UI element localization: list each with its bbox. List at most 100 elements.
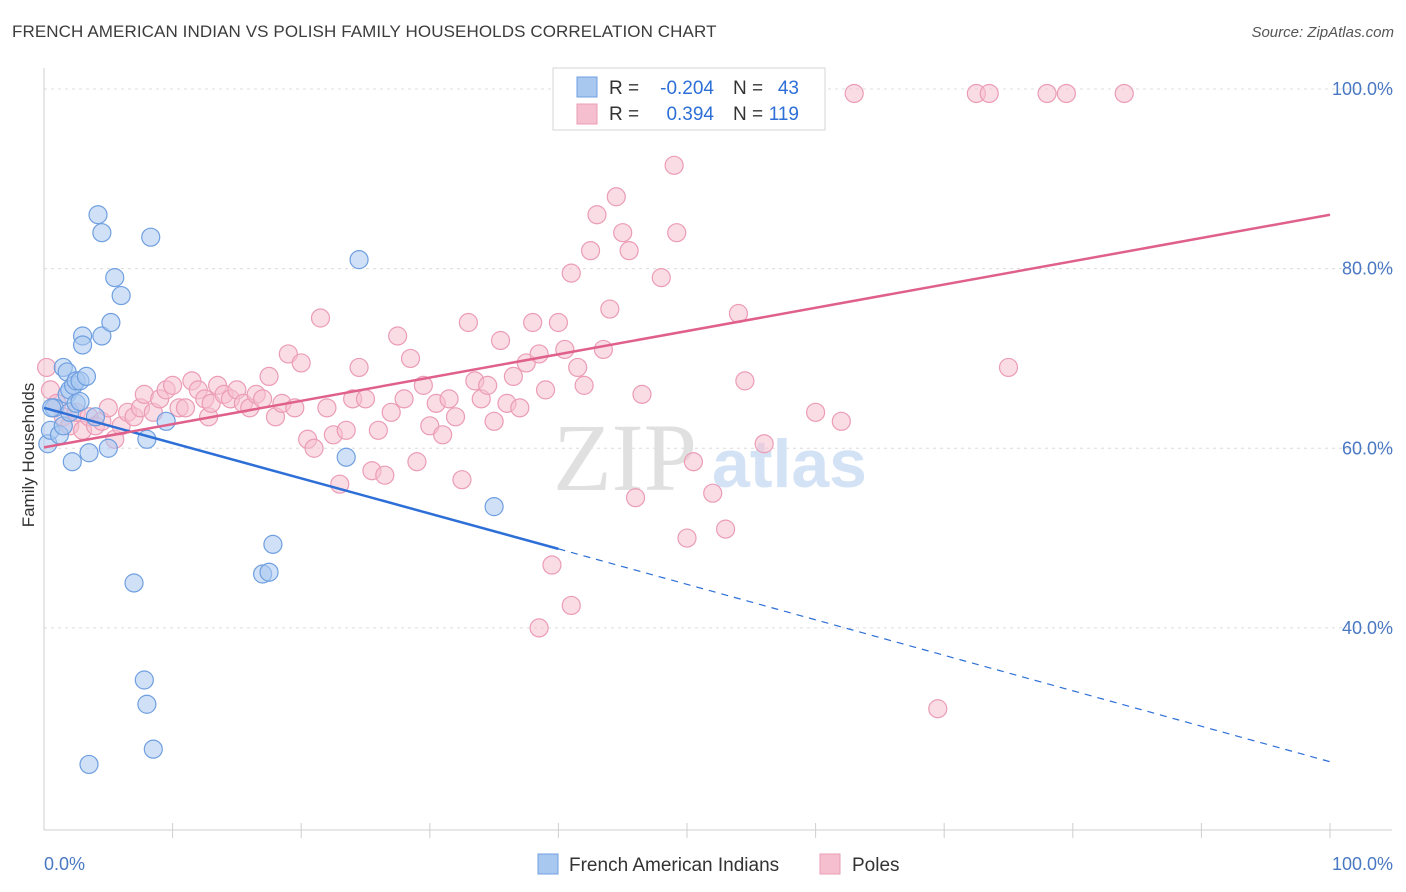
- poles-point-98: [664, 155, 684, 175]
- poles-point-103: [715, 519, 736, 539]
- poles-point-41: [291, 353, 311, 373]
- legend-n-label-2: N =: [733, 104, 763, 125]
- poles-point-79: [535, 380, 556, 400]
- poles-point-59: [407, 452, 427, 472]
- legend-r-label-1: R =: [609, 78, 639, 99]
- french-american-indians-point-34: [143, 739, 163, 759]
- french-american-indians-point-33: [141, 227, 161, 247]
- french-american-indians-point-10: [62, 452, 82, 472]
- french-american-indians-point-39: [336, 447, 356, 467]
- poles-point-109: [844, 83, 864, 104]
- trend-lines: [43, 213, 1331, 763]
- trend-line-french-american-indians-extrapolated: [558, 548, 1331, 763]
- poles-point-72: [490, 330, 511, 351]
- poles-point-70: [478, 375, 498, 395]
- trend-line-poles: [43, 213, 1331, 449]
- french-american-indians-point-24: [92, 326, 112, 346]
- watermark-atlas: atlas: [712, 426, 867, 502]
- poles-point-93: [625, 488, 646, 508]
- poles-point-45: [317, 398, 337, 418]
- poles-point-71: [484, 411, 504, 431]
- y-tick-label-60: 60.0%: [1342, 438, 1393, 458]
- poles-point-87: [587, 205, 607, 225]
- poles-points: [36, 83, 1134, 719]
- poles-point-92: [619, 241, 639, 261]
- french-american-indians-point-23: [92, 223, 112, 243]
- poles-point-53: [368, 420, 388, 440]
- poles-point-22: [175, 398, 196, 418]
- poles-point-58: [400, 348, 421, 369]
- french-american-indians-point-15: [70, 391, 90, 412]
- french-american-indians-point-28: [111, 285, 131, 306]
- poles-point-77: [523, 312, 543, 333]
- trend-line-french-american-indians: [43, 406, 559, 551]
- poles-point-44: [310, 308, 331, 328]
- legend-r-value-1: -0.204: [660, 78, 714, 99]
- poles-point-105: [735, 371, 755, 391]
- legend-n-label-1: N =: [733, 78, 763, 99]
- french-american-indians-point-37: [259, 562, 279, 582]
- poles-point-89: [600, 299, 620, 319]
- poles-point-48: [336, 420, 356, 440]
- french-american-indians-point-17: [72, 335, 93, 355]
- x-tick-label-min: 0.0%: [44, 854, 85, 874]
- poles-point-108: [831, 411, 851, 431]
- french-american-indians-point-30: [134, 670, 154, 690]
- french-american-indians-point-29: [124, 573, 144, 593]
- poles-point-43: [304, 438, 324, 458]
- french-american-indians-point-25: [98, 438, 118, 458]
- poles-point-80: [542, 555, 562, 575]
- legend-swatch-blue: [576, 76, 598, 98]
- french-american-indians-point-32: [137, 429, 157, 449]
- poles-point-113: [998, 357, 1019, 378]
- poles-point-102: [703, 483, 723, 503]
- poles-point-20: [163, 375, 183, 395]
- poles-point-107: [805, 402, 826, 422]
- poles-point-90: [606, 187, 626, 207]
- x-ticks: [172, 823, 1331, 838]
- poles-point-100: [677, 528, 697, 548]
- chart-title: FRENCH AMERICAN INDIAN VS POLISH FAMILY …: [12, 22, 717, 41]
- french-american-indians-point-38: [263, 534, 283, 554]
- poles-point-63: [433, 425, 453, 445]
- poles-point-64: [439, 389, 459, 409]
- poles-point-94: [632, 384, 652, 404]
- poles-point-88: [593, 339, 614, 360]
- french-american-indians-point-26: [101, 312, 121, 333]
- poles-point-66: [452, 470, 472, 490]
- poles-point-118: [529, 618, 549, 638]
- poles-point-0: [36, 357, 57, 378]
- poles-point-51: [355, 389, 376, 409]
- legend-r-value-2: 0.394: [666, 104, 714, 125]
- french-american-indians-point-22: [88, 205, 108, 225]
- poles-point-117: [561, 595, 581, 616]
- legend-bottom-label-pink: Poles: [852, 855, 900, 876]
- legend-top: R = -0.204 N = 43 R = 0.394 N = 119: [552, 67, 826, 131]
- legend-r-label-2: R =: [609, 104, 639, 125]
- legend-bottom-swatch-pink: [819, 853, 841, 875]
- y-tick-labels: 40.0% 60.0% 80.0% 100.0%: [1332, 79, 1393, 638]
- poles-point-114: [1037, 83, 1057, 104]
- poles-point-85: [574, 375, 594, 395]
- y-tick-label-100: 100.0%: [1332, 79, 1393, 99]
- poles-point-116: [1114, 83, 1134, 104]
- french-american-indians-point-18: [76, 366, 97, 387]
- french-american-indians-points: [38, 205, 504, 775]
- watermark: ZIP atlas: [553, 404, 867, 511]
- poles-point-83: [561, 263, 581, 283]
- french-american-indians-point-31: [137, 694, 157, 714]
- legend-n-value-2: 119: [769, 104, 799, 125]
- poles-point-60: [413, 375, 433, 395]
- poles-point-74: [503, 366, 523, 387]
- french-american-indians-point-41: [484, 497, 504, 517]
- poles-point-97: [651, 268, 671, 288]
- y-tick-label-80: 80.0%: [1342, 259, 1393, 279]
- french-american-indians-point-27: [105, 268, 125, 288]
- poles-point-54: [375, 465, 395, 485]
- poles-point-112: [979, 83, 999, 104]
- y-axis-title: Family Households: [19, 383, 38, 528]
- french-american-indians-point-20: [79, 754, 99, 775]
- poles-point-56: [388, 326, 408, 346]
- poles-point-55: [381, 402, 401, 422]
- poles-point-67: [458, 312, 478, 333]
